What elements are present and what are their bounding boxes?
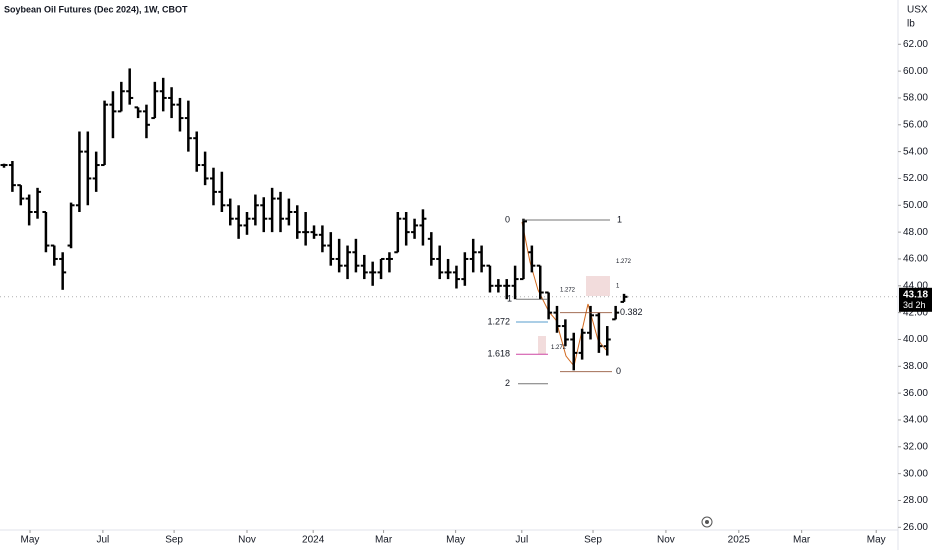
- fib-label: 0: [616, 366, 621, 376]
- fib-label: 1: [616, 283, 620, 289]
- unit-label: USX: [907, 5, 928, 16]
- x-tick-label: May: [446, 535, 465, 546]
- zigzag: [521, 221, 607, 368]
- x-tick-label: Mar: [793, 535, 811, 546]
- x-tick-label: Sep: [584, 535, 602, 546]
- fib-label: 1.272: [616, 259, 632, 265]
- unit-label: lb: [907, 19, 915, 30]
- y-tick-label: 52.00: [903, 173, 928, 184]
- y-tick-label: 34.00: [903, 415, 928, 426]
- y-tick-label: 32.00: [903, 441, 928, 452]
- x-tick-label: Sep: [165, 535, 183, 546]
- y-tick-label: 48.00: [903, 227, 928, 238]
- x-tick-label: Jul: [96, 535, 109, 546]
- last-price-box: [899, 287, 932, 312]
- y-tick-label: 50.00: [903, 200, 928, 211]
- last-price: 43.18: [903, 289, 928, 300]
- x-tick-label: 2024: [302, 535, 325, 546]
- y-tick-label: 56.00: [903, 119, 928, 130]
- fib-label: 1: [617, 214, 622, 224]
- x-tick-label: Nov: [657, 535, 675, 546]
- fib-label: 1.272: [551, 345, 567, 351]
- x-tick-label: Mar: [375, 535, 393, 546]
- y-tick-label: 44.00: [903, 280, 928, 291]
- fib-label: 1.618: [487, 349, 510, 359]
- y-tick-label: 60.00: [903, 66, 928, 77]
- y-tick-label: 38.00: [903, 361, 928, 372]
- fib-label: 2: [505, 378, 510, 388]
- fib-label: 1.272: [560, 287, 576, 293]
- y-tick-label: 30.00: [903, 468, 928, 479]
- y-tick-label: 36.00: [903, 388, 928, 399]
- zone-box: [586, 276, 610, 296]
- y-tick-label: 54.00: [903, 146, 928, 157]
- fib-label: 1.272: [487, 316, 510, 326]
- event-icon[interactable]: [701, 516, 713, 528]
- x-tick-label: May: [867, 535, 886, 546]
- event-icon-dot: [705, 520, 709, 524]
- y-tick-label: 58.00: [903, 93, 928, 104]
- fib-label: 0: [505, 214, 510, 224]
- countdown: 3d 2h: [903, 300, 926, 310]
- x-tick-label: 2025: [728, 535, 751, 546]
- y-tick-label: 42.00: [903, 307, 928, 318]
- y-tick-label: 62.00: [903, 39, 928, 50]
- y-tick-label: 46.00: [903, 254, 928, 265]
- chart-title: Soybean Oil Futures (Dec 2024), 1W, CBOT: [4, 4, 188, 14]
- fib-label: 1: [507, 294, 512, 304]
- zone-box: [538, 336, 546, 354]
- x-tick-label: Jul: [515, 535, 528, 546]
- x-tick-label: May: [21, 535, 40, 546]
- y-tick-label: 26.00: [903, 522, 928, 533]
- y-tick-label: 40.00: [903, 334, 928, 345]
- y-tick-label: 28.00: [903, 495, 928, 506]
- x-tick-label: Nov: [238, 535, 256, 546]
- fib-label: 0.382: [620, 307, 643, 317]
